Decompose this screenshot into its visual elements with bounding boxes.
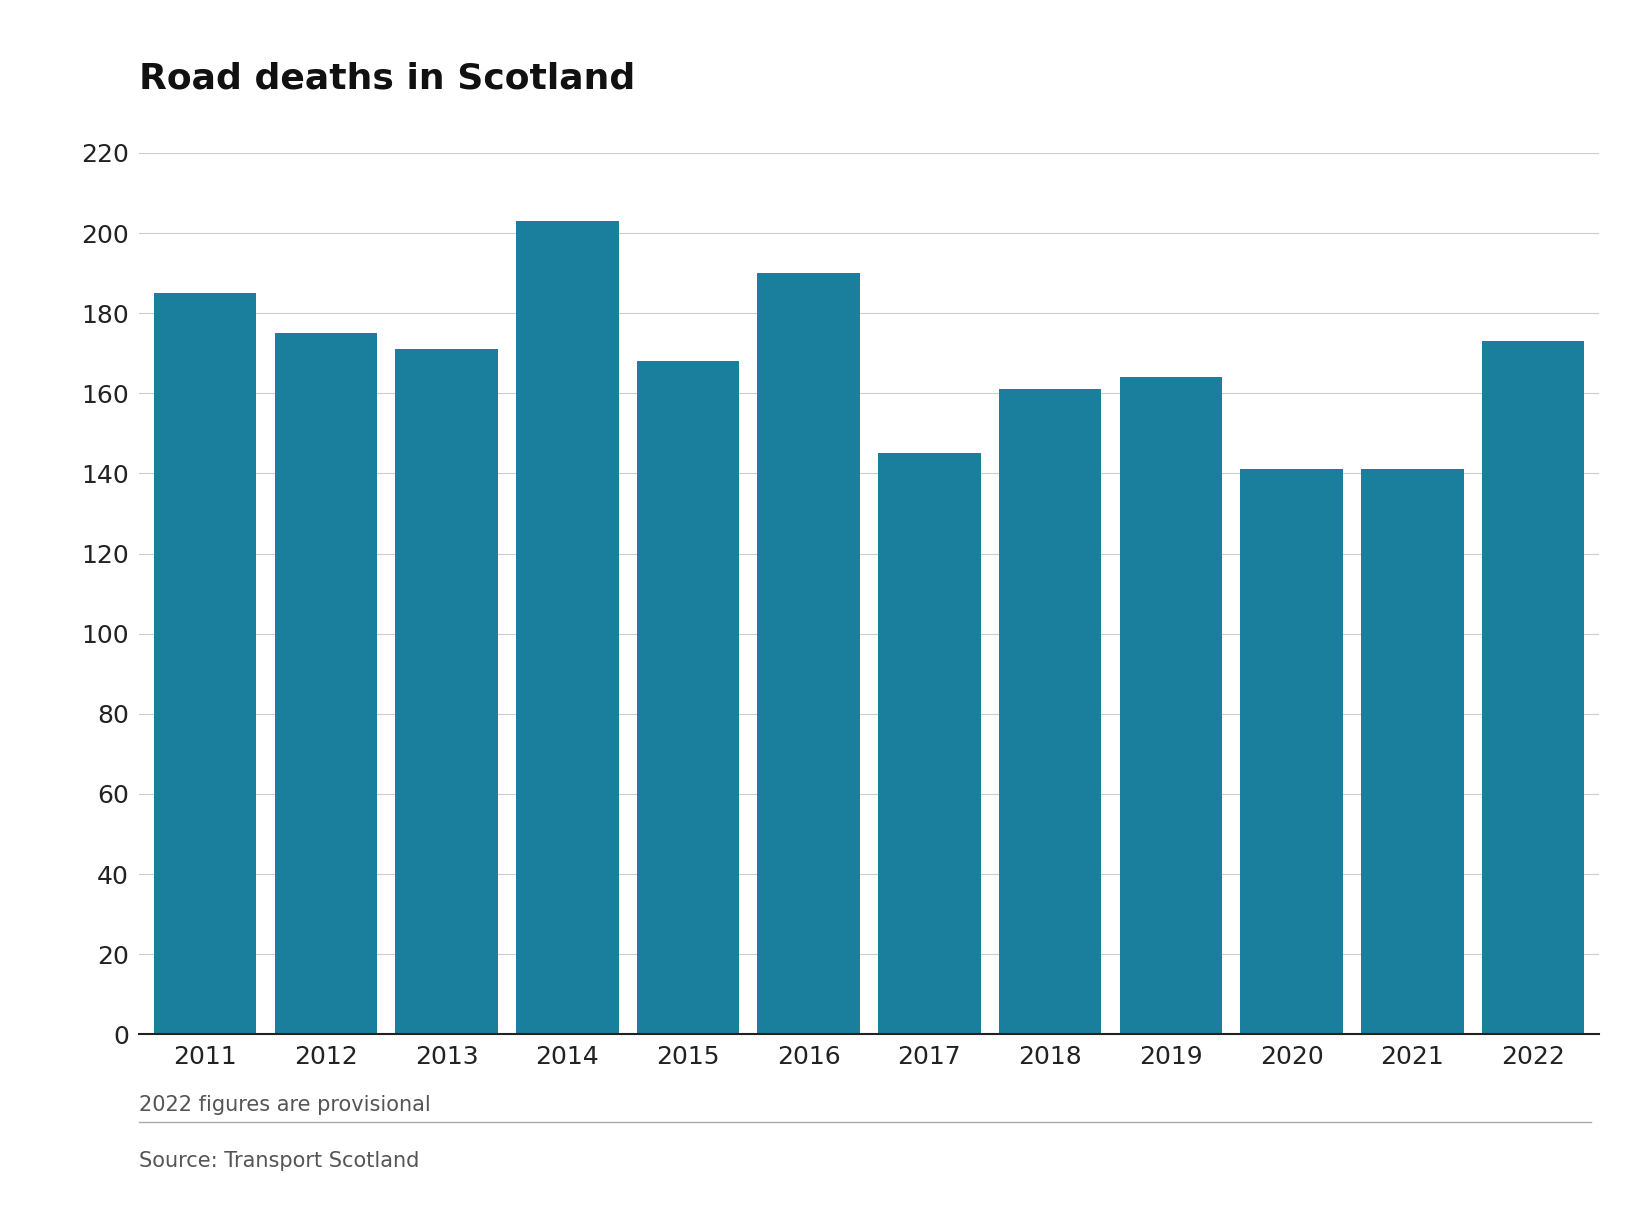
Bar xyxy=(153,294,256,1034)
Bar xyxy=(1120,377,1222,1034)
Bar xyxy=(757,273,860,1034)
Text: Road deaths in Scotland: Road deaths in Scotland xyxy=(139,61,635,95)
Bar xyxy=(516,222,619,1034)
Text: 2022 figures are provisional: 2022 figures are provisional xyxy=(139,1095,431,1115)
Bar xyxy=(1240,470,1343,1034)
Text: BBC: BBC xyxy=(1531,1170,1573,1187)
Bar xyxy=(1361,470,1464,1034)
Bar xyxy=(274,333,377,1034)
Bar xyxy=(636,361,739,1034)
Bar xyxy=(1482,341,1585,1034)
Bar xyxy=(395,349,498,1034)
Bar xyxy=(878,453,981,1034)
Bar xyxy=(999,389,1102,1034)
Text: Source: Transport Scotland: Source: Transport Scotland xyxy=(139,1151,419,1170)
